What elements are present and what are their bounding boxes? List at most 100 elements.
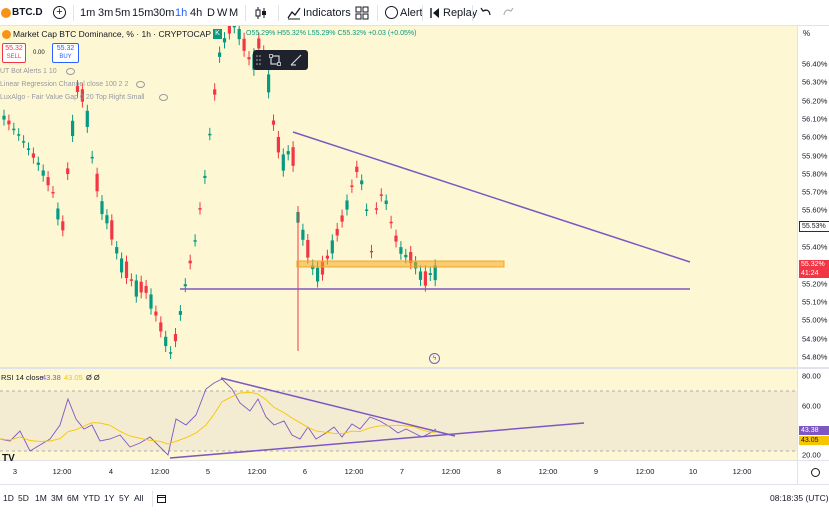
timeframe-m[interactable]: M	[229, 7, 239, 19]
candle-body	[139, 281, 143, 293]
timeframe-4h[interactable]: 4h	[190, 7, 203, 19]
replay-button[interactable]: Replay	[443, 7, 478, 19]
indicator-fair-value-gap[interactable]: LuxAlgo - Fair Value Gap 0 20 Top Right …	[0, 94, 145, 101]
candle-body	[365, 209, 369, 211]
price-axis-label: 56.10%	[802, 114, 828, 124]
time-axis-label: 4	[108, 467, 114, 476]
timeframe-3m[interactable]: 3m	[98, 7, 114, 19]
candle-body	[129, 279, 133, 281]
timeframe-1m[interactable]: 1m	[80, 7, 96, 19]
price-axis-label: 56.20%	[802, 96, 828, 106]
add-symbol-icon[interactable]: +	[53, 6, 66, 19]
price-axis-label: 55.10%	[802, 297, 828, 307]
timeframe-15m[interactable]: 15m	[132, 7, 154, 19]
range-1d[interactable]: 1D	[3, 493, 14, 503]
rsi-axis[interactable]: 80.00 60.00 20.00 43.38 43.05	[797, 369, 829, 460]
time-axis-label: 12:00	[538, 467, 558, 476]
candle-body	[218, 52, 222, 57]
price-axis-unit: %	[803, 29, 811, 38]
candle-style-icon[interactable]	[254, 6, 268, 20]
candle-body	[66, 168, 70, 174]
range-all[interactable]: All	[134, 493, 144, 503]
indicator-linear-regression[interactable]: Linear Regression Channel close 100 2 2	[0, 81, 129, 88]
candle-body	[31, 153, 35, 158]
range-5d[interactable]: 5D	[18, 493, 29, 503]
rsi-pane[interactable]: RSI 14 close 43.38 43.05 Ø Ø	[0, 369, 797, 460]
clock-display[interactable]: 08:18:35 (UTC)	[770, 493, 829, 503]
fvg-zone	[296, 260, 505, 268]
time-axis[interactable]: 3 12:00 4 12:00 5 12:00 6 12:00 7 12:00 8 12:00 9 12:…	[0, 453, 797, 484]
legend-up-marker-icon: K	[213, 29, 222, 39]
chart-legend-ohlc: O55.29% H55.32% L55.29% C55.32% +0.03 (+…	[246, 30, 417, 37]
price-axis[interactable]: % 56.40% 56.30% 56.20% 56.10% 56.00% 55.90% 55…	[797, 26, 829, 367]
candle-body	[149, 294, 153, 309]
candle-body	[124, 261, 129, 279]
symbol-search[interactable]: BTC.D	[12, 7, 43, 18]
indicators-icon[interactable]	[287, 6, 301, 20]
top-toolbar: BTC.D + 1m 3m 5m 15m 30m 1h 4h D W M Ind…	[0, 0, 829, 26]
drag-handle-icon[interactable]	[256, 55, 261, 65]
time-axis-label: 12:00	[150, 467, 170, 476]
price-chart-canvas[interactable]	[0, 26, 797, 367]
candle-body	[22, 141, 26, 143]
rsi-axis-60: 60.00	[802, 401, 821, 411]
replay-icon[interactable]	[429, 7, 441, 19]
price-tag-current: 55.32% 41:24	[799, 260, 829, 278]
price-tag-level: 55.53%	[799, 221, 829, 232]
buy-label: BUY	[59, 54, 72, 60]
price-axis-label: 56.00%	[802, 132, 828, 142]
layout-grid-icon[interactable]	[355, 6, 369, 20]
candle-body	[17, 134, 21, 136]
price-axis-label: 55.80%	[802, 169, 828, 179]
range-3m[interactable]: 3M	[51, 493, 63, 503]
indicators-button[interactable]: Indicators	[303, 7, 351, 19]
sell-button[interactable]: 55.32 SELL	[2, 43, 26, 63]
timeframe-d[interactable]: D	[207, 7, 215, 19]
settings-gear-icon[interactable]	[811, 468, 820, 477]
redo-icon[interactable]	[502, 6, 514, 18]
alert-button[interactable]: Alert	[400, 7, 423, 19]
timeframe-1h[interactable]: 1h	[175, 7, 188, 19]
hide-eye-icon[interactable]	[159, 94, 168, 101]
buy-button[interactable]: 55.32 BUY	[52, 43, 79, 63]
candle-body	[237, 28, 241, 40]
hide-eye-icon[interactable]	[66, 68, 75, 75]
candle-body	[345, 200, 349, 210]
time-axis-label: 12:00	[732, 467, 752, 476]
candle-body	[159, 322, 163, 332]
undo-icon[interactable]	[480, 6, 492, 18]
date-range-icon[interactable]	[157, 494, 166, 503]
sell-label: SELL	[6, 54, 22, 60]
timeframe-5m[interactable]: 5m	[115, 7, 131, 19]
axis-settings-corner[interactable]	[797, 460, 829, 484]
candle-body	[41, 170, 45, 176]
timeframe-30m[interactable]: 30m	[153, 7, 175, 19]
hide-eye-icon[interactable]	[136, 81, 145, 88]
timeframe-w[interactable]: W	[217, 7, 228, 19]
rsi-line	[0, 378, 437, 456]
price-chart-pane[interactable]: Market Cap BTC Dominance, % · 1h · CRYPT…	[0, 26, 797, 367]
price-axis-label: 55.40%	[802, 242, 828, 252]
range-1m[interactable]: 1M	[35, 493, 47, 503]
candle-body	[418, 271, 423, 280]
rsi-canvas[interactable]	[0, 369, 797, 460]
alert-clock-icon[interactable]	[385, 6, 398, 19]
candle-body	[281, 154, 285, 171]
brush-tool-icon[interactable]	[290, 54, 302, 66]
time-axis-label: 10	[688, 467, 698, 476]
price-axis-label: 54.80%	[802, 352, 828, 362]
pane-divider[interactable]	[0, 367, 829, 369]
candle-body	[12, 128, 16, 131]
rsi-legend-label[interactable]: RSI 14 close	[1, 373, 44, 382]
candle-body	[276, 136, 280, 153]
lightning-event-icon[interactable]: ϟ	[429, 353, 440, 364]
indicator-ut-bot[interactable]: UT Bot Alerts 1 10	[0, 68, 57, 75]
range-ytd[interactable]: YTD	[83, 493, 100, 503]
time-axis-label: 7	[399, 467, 405, 476]
chart-legend-title[interactable]: Market Cap BTC Dominance, % · 1h · CRYPT…	[13, 29, 212, 39]
candle-body	[330, 240, 334, 254]
range-1y[interactable]: 1Y	[104, 493, 115, 503]
range-5y[interactable]: 5Y	[119, 493, 130, 503]
rectangle-tool-icon[interactable]	[269, 54, 281, 66]
range-6m[interactable]: 6M	[67, 493, 79, 503]
